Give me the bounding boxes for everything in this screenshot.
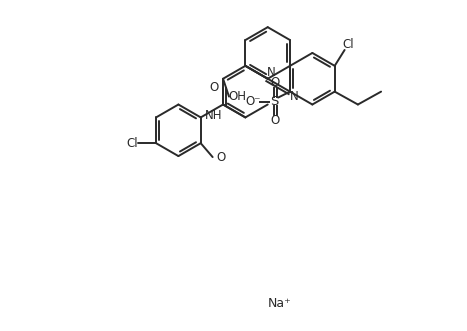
- Text: O⁻: O⁻: [246, 95, 261, 108]
- Text: NH: NH: [205, 109, 222, 122]
- Text: O: O: [210, 81, 219, 94]
- Text: Cl: Cl: [127, 137, 138, 150]
- Text: Na⁺: Na⁺: [268, 297, 291, 310]
- Text: O: O: [270, 114, 280, 127]
- Text: O: O: [270, 76, 280, 89]
- Text: Cl: Cl: [343, 37, 354, 51]
- Text: N: N: [267, 66, 276, 79]
- Text: OH: OH: [228, 90, 246, 103]
- Text: S: S: [270, 95, 278, 108]
- Text: N: N: [290, 90, 298, 103]
- Text: O: O: [216, 151, 225, 164]
